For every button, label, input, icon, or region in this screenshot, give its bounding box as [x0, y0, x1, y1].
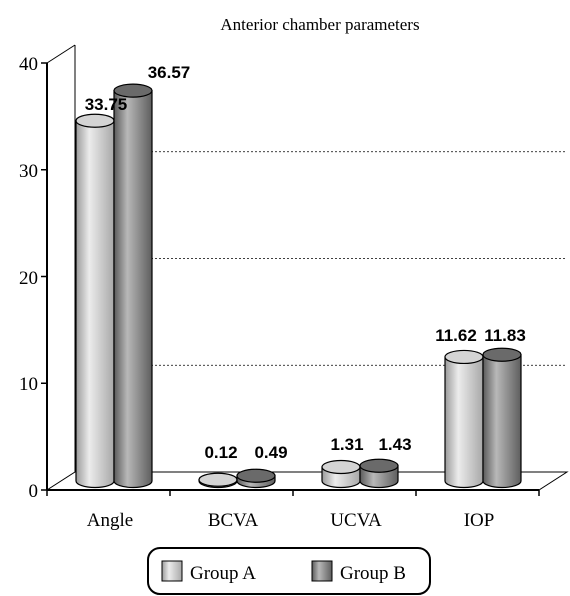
- bar-group-b-angle: [113, 90, 153, 489]
- legend-label-group-b: Group B: [340, 563, 406, 584]
- legend-frame: [147, 547, 431, 595]
- y-tick-label: 10: [19, 374, 38, 395]
- y-tick-label: 30: [19, 161, 38, 182]
- y-tick-label: 40: [19, 54, 38, 75]
- x-axis: Angle BCVA UCVA IOP: [46, 490, 540, 531]
- legend: Group A Group B: [147, 547, 431, 595]
- x-tick-label-bcva: BCVA: [208, 510, 259, 531]
- bar-cap-group-b-iop: [482, 347, 522, 362]
- bar-group-a-angle: [75, 120, 115, 489]
- y-tick-label: 0: [29, 481, 39, 502]
- legend-label-group-a: Group A: [190, 563, 256, 584]
- data-label-group-a-iop: 11.62: [435, 326, 477, 345]
- gridlines: [75, 151, 567, 366]
- y-tick-label: 20: [19, 268, 38, 289]
- x-tick-label-angle: Angle: [87, 510, 133, 531]
- x-tick-label-ucva: UCVA: [330, 510, 382, 531]
- data-label-group-b-bcva: 0.49: [254, 443, 287, 462]
- side-wall-top-edge: [46, 44, 76, 64]
- data-label-group-a-ucva: 1.31: [330, 435, 363, 454]
- data-labels: 33.75 36.57 0.12 0.49 1.31 1.43 11.62 11…: [85, 63, 526, 462]
- x-tick-label-iop: IOP: [464, 510, 495, 531]
- data-label-group-b-iop: 11.83: [484, 326, 526, 345]
- bar-cap-group-b-bcva: [236, 468, 276, 483]
- bar-cap-group-a-iop: [444, 349, 484, 365]
- data-label-group-b-angle: 36.57: [148, 63, 191, 82]
- bar-cap-group-b-ucva: [359, 458, 399, 473]
- data-label-group-a-angle: 33.75: [85, 95, 128, 114]
- bar-group-a-iop: [444, 356, 484, 489]
- legend-swatch-group-a: [161, 560, 183, 582]
- bar-group-b-iop: [482, 354, 522, 489]
- y-axis: 0 10 20 30 40: [19, 54, 47, 502]
- data-label-group-a-bcva: 0.12: [204, 443, 237, 462]
- bars: [75, 83, 522, 489]
- legend-swatch-group-b: [311, 560, 333, 582]
- bar-cap-group-a-bcva: [198, 472, 238, 487]
- bar-cap-group-a-ucva: [321, 459, 361, 475]
- data-label-group-b-ucva: 1.43: [378, 435, 411, 454]
- bar-cap-group-a-angle: [75, 113, 115, 128]
- chart-title: Anterior chamber parameters: [220, 15, 419, 34]
- bar-cap-group-b-angle: [113, 83, 153, 98]
